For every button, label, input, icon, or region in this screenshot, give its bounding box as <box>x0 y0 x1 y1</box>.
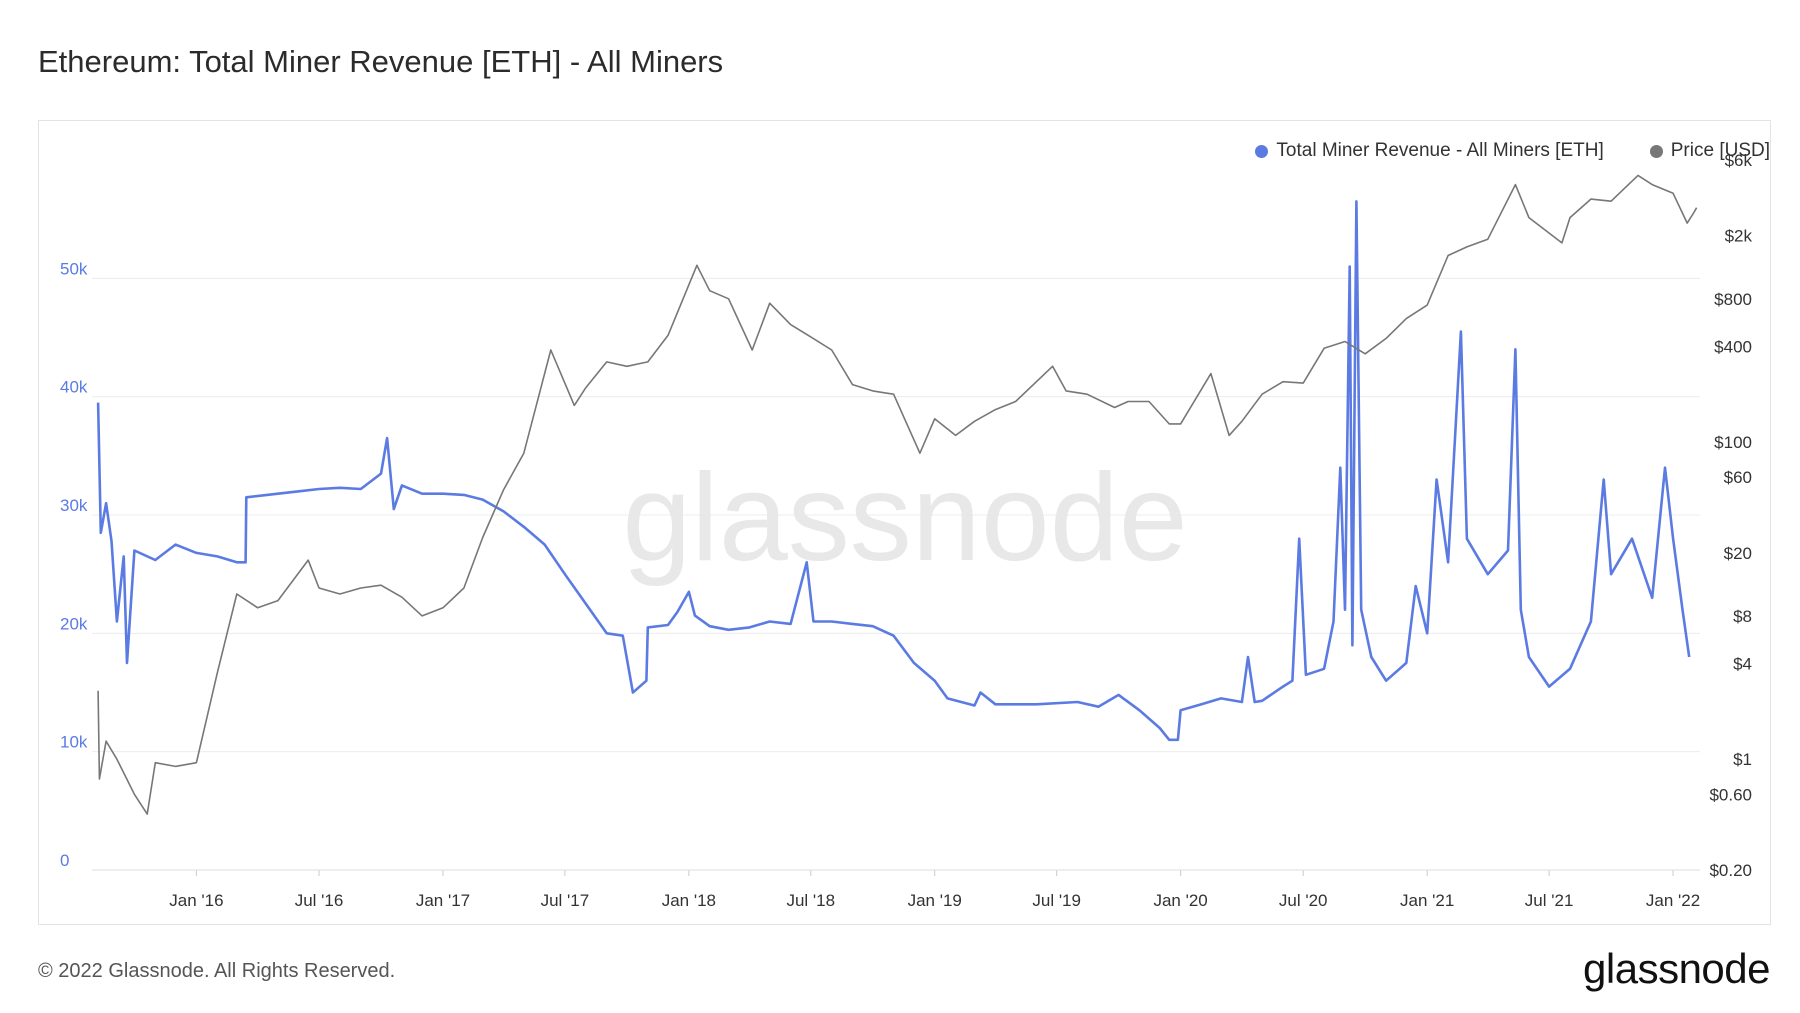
x-tick-label: Jul '16 <box>295 891 344 910</box>
chart-title: Ethereum: Total Miner Revenue [ETH] - Al… <box>38 44 724 79</box>
legend-item-price[interactable]: Price [USD] <box>1649 140 1770 162</box>
y-left-tick-label: 10k <box>60 733 88 752</box>
price-series-line <box>97 174 1698 815</box>
x-tick-label: Jan '20 <box>1153 891 1207 910</box>
y-right-tick-label: $2k <box>1725 227 1753 246</box>
x-tick-label: Jul '21 <box>1525 891 1574 910</box>
x-tick-label: Jul '18 <box>786 891 835 910</box>
y-left-tick-label: 30k <box>60 496 88 515</box>
y-right-tick-label: $60 <box>1724 468 1752 487</box>
x-tick-label: Jul '19 <box>1032 891 1081 910</box>
y-right-tick-label: $800 <box>1714 290 1752 309</box>
right-axis-ticks: $0.20 $0.60 $1 $4 $8 $20 $60 $100 $400 $800 $2k $6k <box>1709 151 1752 880</box>
y-right-tick-label: $6k <box>1725 151 1753 170</box>
y-left-tick-label: 20k <box>60 614 88 633</box>
x-tick-label: Jan '22 <box>1646 891 1700 910</box>
revenue-series-line <box>96 200 1691 742</box>
y-right-tick-label: $0.20 <box>1709 861 1752 880</box>
y-left-tick-label: 40k <box>60 378 88 397</box>
chart-panel <box>38 120 1771 925</box>
y-left-tick-label: 50k <box>60 259 88 278</box>
y-right-tick-label: $100 <box>1714 433 1752 452</box>
legend-label-revenue: Total Miner Revenue - All Miners [ETH] <box>1276 140 1604 161</box>
legend: Total Miner Revenue - All Miners [ETH] P… <box>1255 140 1770 162</box>
x-tick-label: Jul '20 <box>1279 891 1328 910</box>
x-tick-label: Jan '21 <box>1400 891 1454 910</box>
x-tick-label: Jan '17 <box>416 891 470 910</box>
left-axis-ticks: 0 10k 20k 30k 40k 50k <box>60 259 88 870</box>
legend-item-revenue[interactable]: Total Miner Revenue - All Miners [ETH] <box>1255 140 1604 162</box>
y-left-tick-label: 0 <box>60 851 69 870</box>
watermark: glassnode <box>622 449 1187 587</box>
x-tick-label: Jan '16 <box>169 891 223 910</box>
x-tick-label: Jul '17 <box>541 891 590 910</box>
legend-label-price: Price [USD] <box>1670 140 1770 161</box>
y-right-tick-label: $20 <box>1724 544 1752 563</box>
glassnode-logo: glassnode <box>1583 945 1770 992</box>
revenue-legend-dot <box>1255 144 1269 158</box>
copyright-text: © 2022 Glassnode. All Rights Reserved. <box>38 960 396 982</box>
y-right-tick-label: $4 <box>1733 655 1752 674</box>
x-tick-label: Jan '18 <box>662 891 716 910</box>
series-group <box>96 174 1698 815</box>
x-tick-label: Jan '19 <box>908 891 962 910</box>
x-axis-ticks: Jan '16 Jul '16 Jan '17 Jul '17 Jan '18 Jul '… <box>92 869 1700 910</box>
y-right-tick-label: $0.60 <box>1709 785 1752 804</box>
price-legend-dot <box>1649 144 1663 158</box>
y-right-tick-label: $8 <box>1733 607 1752 626</box>
y-right-tick-label: $400 <box>1714 338 1752 357</box>
y-right-tick-label: $1 <box>1733 750 1752 769</box>
